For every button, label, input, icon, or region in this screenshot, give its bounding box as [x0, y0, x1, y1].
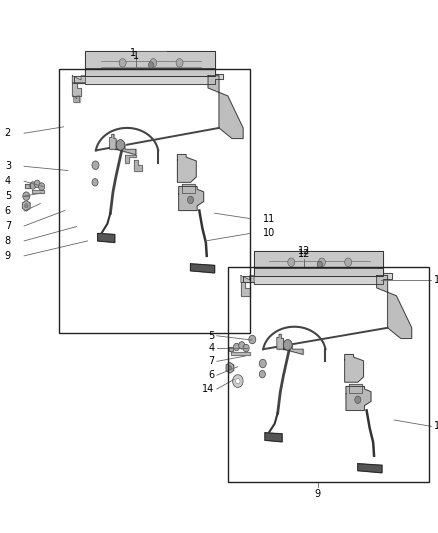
Polygon shape	[182, 184, 195, 193]
Text: 4: 4	[5, 176, 11, 186]
Polygon shape	[98, 233, 115, 243]
Circle shape	[187, 196, 194, 204]
Polygon shape	[231, 352, 250, 355]
Circle shape	[30, 182, 36, 189]
Polygon shape	[208, 76, 243, 139]
Circle shape	[116, 140, 125, 150]
Polygon shape	[110, 134, 136, 155]
Circle shape	[233, 343, 240, 351]
Circle shape	[283, 340, 292, 350]
Text: 13: 13	[434, 275, 438, 285]
Polygon shape	[243, 268, 392, 284]
Polygon shape	[377, 276, 412, 338]
Circle shape	[345, 258, 352, 266]
Polygon shape	[345, 354, 364, 382]
Text: 10: 10	[263, 229, 275, 238]
Circle shape	[39, 183, 45, 190]
Text: 3: 3	[5, 161, 11, 171]
Bar	[228, 266, 429, 482]
Circle shape	[355, 396, 361, 403]
Text: 9: 9	[5, 251, 11, 261]
Polygon shape	[241, 282, 250, 296]
Polygon shape	[265, 433, 282, 442]
Circle shape	[317, 261, 322, 268]
Text: 8: 8	[5, 236, 11, 246]
Text: 1: 1	[130, 49, 136, 58]
Polygon shape	[125, 155, 136, 163]
Text: 2: 2	[5, 128, 11, 138]
Text: 10: 10	[434, 422, 438, 431]
Text: 14: 14	[202, 384, 215, 394]
Text: 1: 1	[133, 51, 139, 61]
Text: 12: 12	[298, 248, 311, 259]
Circle shape	[176, 59, 183, 67]
Text: 7: 7	[5, 221, 11, 231]
Polygon shape	[177, 155, 196, 182]
Text: 7: 7	[208, 357, 215, 366]
Bar	[59, 69, 250, 333]
Polygon shape	[134, 160, 142, 171]
Polygon shape	[32, 190, 44, 193]
Circle shape	[92, 179, 98, 186]
Text: 6: 6	[5, 206, 11, 216]
Polygon shape	[277, 334, 303, 354]
Circle shape	[34, 180, 40, 188]
Polygon shape	[85, 51, 215, 76]
Circle shape	[288, 258, 295, 266]
Text: 9: 9	[314, 489, 321, 499]
Text: 12: 12	[298, 246, 311, 256]
Text: 6: 6	[208, 370, 215, 380]
Circle shape	[259, 370, 265, 378]
Circle shape	[318, 258, 325, 266]
Polygon shape	[74, 68, 223, 84]
Polygon shape	[22, 200, 30, 211]
Circle shape	[228, 366, 232, 370]
Text: 5: 5	[5, 191, 11, 201]
Polygon shape	[179, 187, 204, 211]
Circle shape	[119, 59, 126, 67]
Circle shape	[249, 335, 256, 344]
Circle shape	[243, 344, 249, 352]
Polygon shape	[74, 96, 80, 102]
Polygon shape	[72, 76, 85, 83]
Polygon shape	[72, 83, 81, 96]
Circle shape	[23, 192, 30, 200]
Circle shape	[150, 59, 157, 67]
Text: 5: 5	[208, 331, 215, 341]
Polygon shape	[191, 264, 215, 273]
Polygon shape	[25, 184, 30, 188]
Polygon shape	[346, 386, 371, 410]
Circle shape	[239, 342, 245, 349]
Polygon shape	[226, 362, 234, 373]
Text: 11: 11	[263, 214, 275, 223]
Polygon shape	[254, 251, 383, 276]
Polygon shape	[349, 384, 362, 393]
Polygon shape	[358, 464, 382, 473]
Polygon shape	[229, 347, 233, 351]
Circle shape	[92, 161, 99, 169]
Circle shape	[233, 375, 243, 387]
Text: 4: 4	[208, 343, 215, 352]
Circle shape	[148, 62, 154, 68]
Circle shape	[236, 378, 240, 384]
Polygon shape	[241, 276, 254, 282]
Circle shape	[259, 359, 266, 368]
Circle shape	[25, 204, 28, 208]
